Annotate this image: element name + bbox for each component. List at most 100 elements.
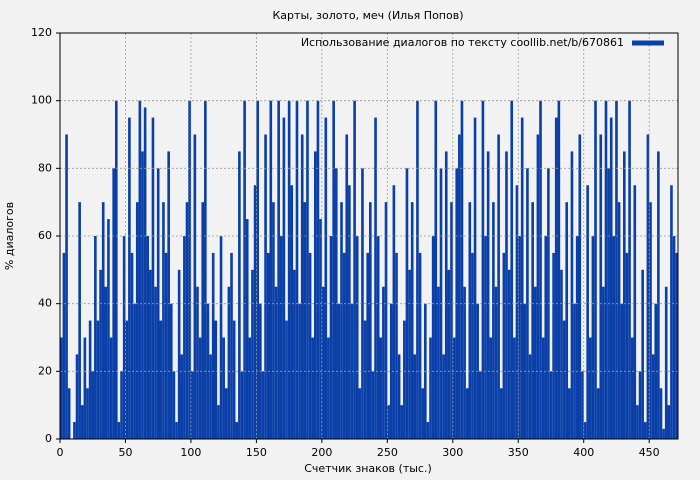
y-tick-label: 0 xyxy=(45,432,52,445)
bar xyxy=(395,252,398,439)
bar xyxy=(73,422,76,439)
bar xyxy=(298,303,301,439)
bar xyxy=(526,168,529,440)
bar xyxy=(554,117,558,439)
bar xyxy=(342,252,346,439)
bar xyxy=(62,252,66,439)
bar xyxy=(188,100,191,440)
y-tick-label: 80 xyxy=(38,161,52,174)
bar xyxy=(324,117,328,439)
bar xyxy=(293,269,296,439)
bar xyxy=(109,337,113,439)
bar xyxy=(329,236,333,439)
bar xyxy=(282,117,286,439)
bar xyxy=(405,168,409,440)
bar xyxy=(599,134,603,439)
bar xyxy=(612,236,616,439)
bar xyxy=(107,219,110,439)
bar xyxy=(659,388,663,439)
bar xyxy=(285,320,288,439)
bar xyxy=(520,117,524,439)
bar xyxy=(484,236,487,439)
bar xyxy=(458,134,461,439)
bar xyxy=(104,286,108,439)
bar xyxy=(638,371,642,439)
bar xyxy=(316,100,320,440)
bar xyxy=(67,388,71,439)
bar xyxy=(544,236,548,439)
bar xyxy=(238,151,241,439)
bar xyxy=(177,269,181,439)
bar xyxy=(151,117,155,439)
bar xyxy=(248,337,252,439)
bar xyxy=(172,371,176,439)
bar xyxy=(604,100,608,440)
bar xyxy=(311,337,315,439)
bar xyxy=(99,269,102,439)
bar xyxy=(583,422,587,439)
bar xyxy=(222,337,225,439)
bar xyxy=(327,337,330,439)
bar xyxy=(633,185,637,439)
legend-label: Использование диалогов по тексту coollib… xyxy=(301,36,624,49)
bar xyxy=(670,185,673,439)
bar xyxy=(348,185,351,439)
y-tick-label: 40 xyxy=(38,297,52,310)
bar xyxy=(418,252,422,439)
bar xyxy=(499,388,503,439)
bar xyxy=(552,252,555,439)
bar xyxy=(206,303,210,439)
bar xyxy=(300,134,304,439)
bar xyxy=(429,337,432,439)
bar xyxy=(560,269,563,439)
bar xyxy=(468,202,472,439)
bar xyxy=(379,337,383,439)
bar xyxy=(460,100,464,440)
bar xyxy=(486,151,490,439)
bar xyxy=(641,269,644,439)
bar xyxy=(363,320,367,439)
bar xyxy=(133,303,136,439)
bar xyxy=(531,202,534,439)
bar xyxy=(198,337,202,439)
bar xyxy=(279,236,283,439)
bar xyxy=(295,100,299,440)
bar xyxy=(636,405,639,439)
bar xyxy=(340,202,343,439)
bar xyxy=(494,286,498,439)
bar xyxy=(646,134,650,439)
bar xyxy=(667,405,671,439)
bar xyxy=(209,354,212,439)
bar xyxy=(630,337,634,439)
bar xyxy=(88,320,92,439)
bar xyxy=(120,371,123,439)
bar xyxy=(353,100,356,440)
x-tick-label: 0 xyxy=(57,446,64,459)
bar xyxy=(162,202,165,439)
y-axis-label: % диалогов xyxy=(3,202,16,270)
bar xyxy=(408,269,411,439)
bar xyxy=(502,252,506,439)
bar xyxy=(164,252,168,439)
bar xyxy=(528,354,532,439)
y-tick-label: 60 xyxy=(38,229,52,242)
bar xyxy=(570,151,574,439)
bar xyxy=(253,185,257,439)
bar xyxy=(591,236,595,439)
x-tick-label: 200 xyxy=(311,446,332,459)
chart-title: Карты, золото, меч (Илья Попов) xyxy=(273,9,464,22)
bar xyxy=(261,371,265,439)
bar xyxy=(214,320,218,439)
bar xyxy=(568,388,571,439)
bar xyxy=(180,354,184,439)
x-tick-label: 150 xyxy=(246,446,267,459)
bar xyxy=(623,151,626,439)
bar xyxy=(413,354,417,439)
bar xyxy=(465,388,469,439)
y-tick-label: 100 xyxy=(31,94,52,107)
bar xyxy=(557,100,561,440)
bar xyxy=(602,286,605,439)
bar xyxy=(117,422,121,439)
bar xyxy=(575,236,579,439)
